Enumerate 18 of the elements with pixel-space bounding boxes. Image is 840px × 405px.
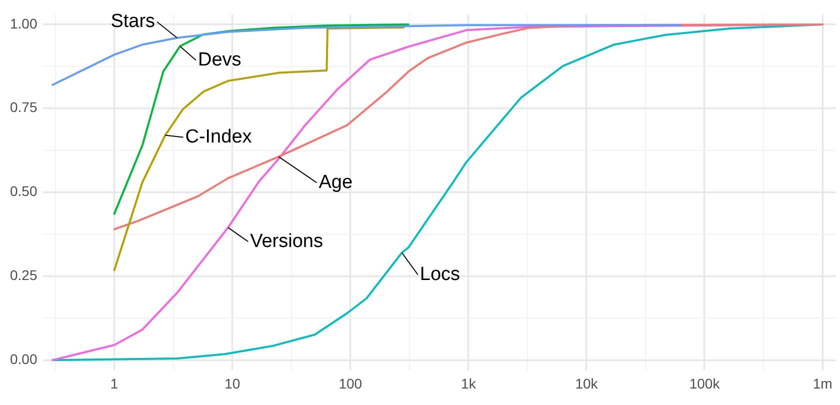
series-label: Versions xyxy=(250,230,323,252)
series-label: Devs xyxy=(198,50,242,71)
series-label: Locs xyxy=(420,264,460,285)
y-tick-label: 0.75 xyxy=(10,99,38,116)
y-tick-label: 0.00 xyxy=(10,350,38,367)
series-label: Stars xyxy=(110,11,156,32)
y-tick-label: 0.50 xyxy=(10,183,38,200)
series-label: C-Index xyxy=(185,126,252,148)
x-tick-label: 100 xyxy=(338,375,362,392)
y-tick-label: 0.25 xyxy=(10,267,38,284)
x-tick-label: 100k xyxy=(689,375,721,392)
x-tick-label: 1m xyxy=(812,375,832,392)
x-tick-label: 10k xyxy=(575,375,599,392)
y-tick-label: 1.00 xyxy=(10,15,38,32)
series-label: Age xyxy=(318,172,353,193)
x-tick-label: 10 xyxy=(224,375,240,392)
x-tick-label: 1k xyxy=(461,375,477,392)
x-tick-label: 1 xyxy=(110,375,118,392)
